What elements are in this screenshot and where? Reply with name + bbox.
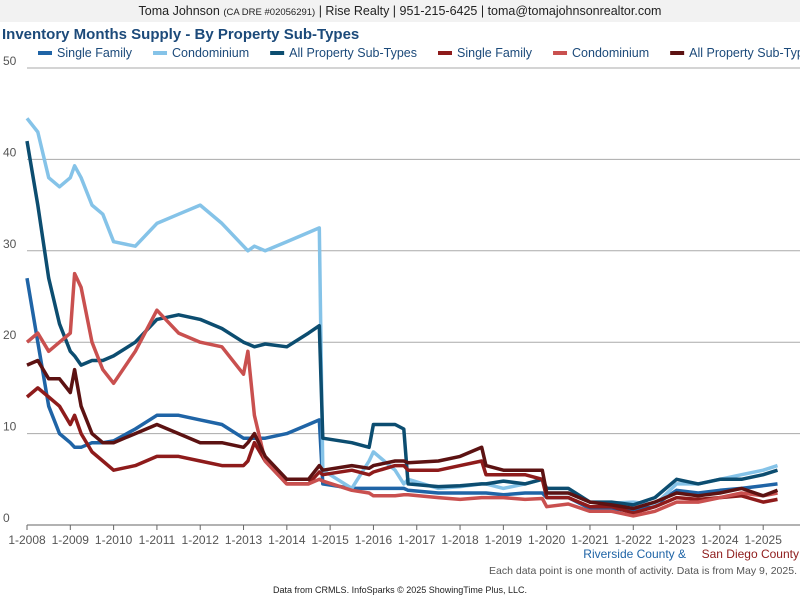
x-tick-label: 1-2016 <box>355 533 393 547</box>
agent-license: (CA DRE #02056291) <box>223 7 315 18</box>
x-tick-label: 1-2008 <box>8 533 46 547</box>
note: Each data point is one month of activity… <box>489 565 797 577</box>
agent-details: | Rise Realty | 951-215-6425 | toma@toma… <box>319 4 662 18</box>
x-tick-label: 1-2025 <box>745 533 783 547</box>
legend-label: Single Family <box>457 46 533 60</box>
legend: Single Family Condominium All Property Sub… <box>38 46 800 60</box>
agent-name: Toma Johnson <box>139 4 220 18</box>
series-line <box>25 386 778 515</box>
series-line <box>25 277 778 514</box>
region-label: San Diego County <box>702 547 799 561</box>
series-line <box>26 358 779 511</box>
y-tick-label: 30 <box>3 237 17 251</box>
x-tick-label: 1-2024 <box>701 533 739 547</box>
y-tick-label: 0 <box>3 511 10 525</box>
region-label: Riverside County & <box>583 547 686 561</box>
series-line <box>25 117 779 507</box>
x-tick-label: 1-2023 <box>658 533 696 547</box>
x-tick-label: 1-2012 <box>182 533 220 547</box>
x-tick-label: 1-2015 <box>311 533 349 547</box>
legend-label: All Property Sub-Types <box>289 46 417 60</box>
series-line <box>25 140 779 507</box>
x-tick-label: 1-2013 <box>225 533 263 547</box>
x-tick-label: 1-2010 <box>95 533 133 547</box>
legend-label: Condominium <box>572 46 649 60</box>
source: Data from CRMLS. InfoSparks © 2025 Showi… <box>273 585 527 595</box>
x-tick-label: 1-2019 <box>485 533 523 547</box>
series-line <box>25 271 778 518</box>
x-tick-label: 1-2022 <box>615 533 653 547</box>
x-tick-label: 1-2021 <box>571 533 609 547</box>
legend-label: Single Family <box>57 46 133 60</box>
header: Toma Johnson (CA DRE #02056291) | Rise R… <box>139 4 662 18</box>
legend-label: All Property Sub-Types <box>689 46 800 60</box>
x-tick-label: 1-2014 <box>268 533 306 547</box>
y-tick-label: 50 <box>3 54 17 68</box>
header-bar <box>0 0 800 22</box>
y-tick-label: 10 <box>3 420 17 434</box>
x-tick-label: 1-2020 <box>528 533 566 547</box>
y-tick-label: 20 <box>3 328 17 342</box>
x-tick-label: 1-2017 <box>398 533 436 547</box>
legend-label: Condominium <box>172 46 249 60</box>
x-tick-label: 1-2009 <box>52 533 90 547</box>
y-tick-label: 40 <box>3 145 17 159</box>
x-tick-label: 1-2018 <box>441 533 479 547</box>
x-tick-label: 1-2011 <box>139 533 176 547</box>
chart-title: Inventory Months Supply - By Property Su… <box>2 26 359 43</box>
